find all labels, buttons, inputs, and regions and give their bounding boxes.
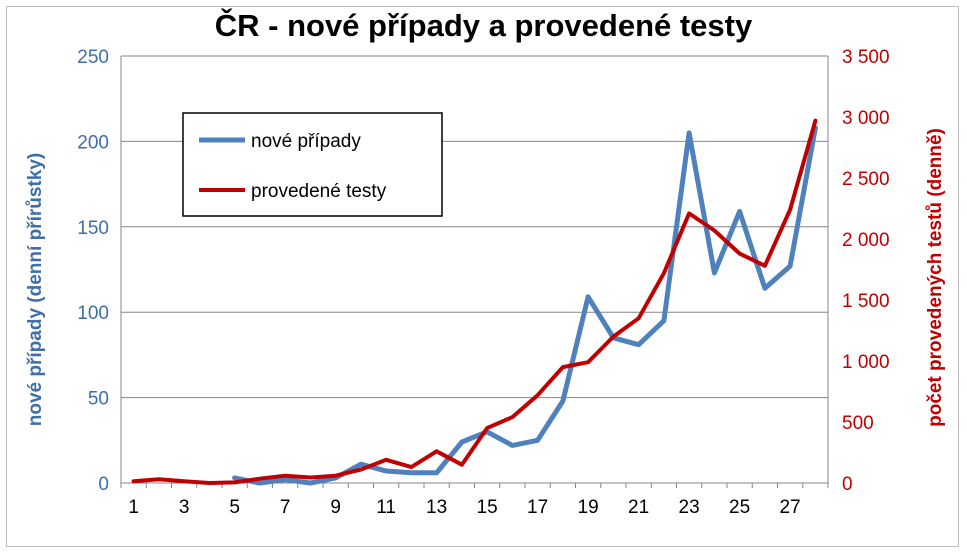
right-tick-label: 1 000 <box>842 352 890 373</box>
right-tick-label: 0 <box>842 474 853 495</box>
legend-label: nové případy <box>251 131 361 152</box>
x-tick-label: 27 <box>780 497 801 518</box>
legend-box <box>182 112 443 217</box>
x-tick-label: 9 <box>330 497 341 518</box>
left-axis-title: nové případy (denní přírůstky) <box>25 153 46 426</box>
x-tick-label: 19 <box>578 497 599 518</box>
x-tick-label: 15 <box>477 497 498 518</box>
right-tick-label: 2 000 <box>842 230 890 251</box>
left-tick-label: 0 <box>98 474 109 495</box>
x-tick-label: 25 <box>729 497 750 518</box>
series-line-cases <box>232 125 818 486</box>
left-tick-label: 200 <box>77 132 109 153</box>
x-tick-label: 13 <box>426 497 447 518</box>
left-tick-label: 250 <box>77 47 109 68</box>
right-axis-title: počet provedených testů (denně) <box>925 128 946 427</box>
x-tick-label: 5 <box>229 497 240 518</box>
chart-frame <box>6 6 959 547</box>
x-tick-label: 17 <box>527 497 548 518</box>
legend-label: provedené testy <box>251 181 387 202</box>
right-tick-label: 3 500 <box>842 47 890 68</box>
left-tick-label: 50 <box>88 389 109 410</box>
right-tick-label: 500 <box>842 413 874 434</box>
right-tick-label: 3 000 <box>842 108 890 129</box>
left-tick-label: 100 <box>77 303 109 324</box>
right-tick-label: 2 500 <box>842 169 890 190</box>
x-tick-label: 3 <box>179 497 190 518</box>
left-tick-label: 150 <box>77 218 109 239</box>
x-tick-label: 7 <box>280 497 291 518</box>
right-tick-label: 1 500 <box>842 291 890 312</box>
chart-title: ČR - nové případy a provedené testy <box>214 8 753 43</box>
x-tick-label: 23 <box>679 497 700 518</box>
x-tick-label: 11 <box>376 497 396 518</box>
x-tick-label: 21 <box>628 497 649 518</box>
series-line-tests <box>131 118 818 485</box>
x-tick-label: 1 <box>128 497 139 518</box>
